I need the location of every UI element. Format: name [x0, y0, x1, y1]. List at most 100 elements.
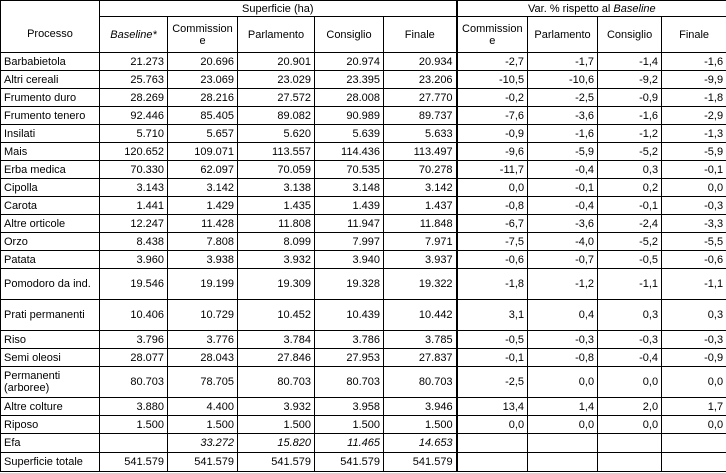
column-header-row: Processo Baseline* Commissione Parlament…: [0, 16, 726, 53]
cell-commissione: 19.199: [167, 268, 238, 300]
table-row: Erba medica 70.330 62.097 70.059 70.535 70.27…: [0, 160, 726, 179]
cell-commissione: 10.729: [167, 299, 238, 331]
cell-var-parlamento: -0,4: [527, 160, 599, 179]
cell-var-consiglio: 0,3: [597, 160, 663, 179]
cell-commissione: 5.657: [167, 124, 238, 143]
table-row: Frumento tenero 92.446 85.405 89.082 90.989 8…: [0, 106, 726, 125]
cell-processo: Erba medica: [0, 160, 100, 179]
col-header-parlamento-var: Parlamento: [527, 16, 599, 53]
group-header-baseline-italic: Baseline: [613, 2, 656, 15]
cell-commissione: 4.400: [167, 397, 238, 416]
cell-var-consiglio: -0,9: [597, 88, 663, 107]
cell-var-commissione: -7,6: [455, 106, 529, 125]
total-parlamento: 541.579: [237, 452, 315, 472]
cell-consiglio: 19.328: [314, 268, 384, 300]
cell-commissione: 85.405: [167, 106, 238, 125]
cell-commissione: 11.428: [167, 214, 238, 233]
cell-var-commissione: -0,1: [455, 348, 529, 367]
cell-finale: 19.322: [382, 268, 458, 300]
cell-var-parlamento: 1,4: [527, 397, 599, 416]
cell-var-finale: -0,6: [661, 250, 726, 269]
cell-parlamento: 27.572: [237, 88, 315, 107]
cell-baseline: 8.438: [99, 232, 168, 251]
cell-var-finale: -3,3: [661, 214, 726, 233]
cell-var-consiglio: -5,2: [597, 232, 663, 251]
col-header-commissione-var: Commissione: [455, 16, 529, 53]
cell-finale: 27.837: [382, 348, 458, 367]
table-row: Patata 3.960 3.938 3.932 3.940 3.937 -0,6 -0,7-…: [0, 250, 726, 269]
table-row: Cipolla 3.143 3.142 3.138 3.148 3.142 0,0 -0,1 0…: [0, 178, 726, 197]
cell-processo: Insilati: [0, 124, 100, 143]
cell-baseline: 1.500: [99, 415, 168, 434]
cell-consiglio: 1.500: [314, 415, 384, 434]
cell-var-finale: 0,0: [661, 415, 726, 434]
cell-parlamento: 1.435: [237, 196, 315, 215]
cell-var-commissione: -0,6: [455, 250, 529, 269]
cell-consiglio: 114.436: [314, 142, 384, 161]
cell-finale: 20.934: [382, 52, 458, 71]
cell-baseline: 1.441: [99, 196, 168, 215]
cell-consiglio: 3.958: [314, 397, 384, 416]
cell-var-finale: -1,6: [661, 52, 726, 71]
cell-var-parlamento: -0,4: [527, 196, 599, 215]
cell-finale: 3.785: [382, 330, 458, 349]
cell-parlamento: 27.846: [237, 348, 315, 367]
cell-commissione: 3.142: [167, 178, 238, 197]
cell-baseline: 92.446: [99, 106, 168, 125]
cell-var-finale: -0,1: [661, 160, 726, 179]
cell-var-consiglio: 0,2: [597, 178, 663, 197]
cell-parlamento: 70.059: [237, 160, 315, 179]
cell-parlamento: 19.309: [237, 268, 315, 300]
cell-baseline: 3.796: [99, 330, 168, 349]
cell-var-commissione: 0,0: [455, 178, 529, 197]
cell-processo: Patata: [0, 250, 100, 269]
cell-var-parlamento: -10,6: [527, 70, 599, 89]
total-var-empty: [597, 452, 663, 472]
cell-var-commissione: -1,8: [455, 268, 529, 300]
total-var-empty: [527, 452, 599, 472]
total-var-empty: [455, 452, 529, 472]
table-row: Insilati 5.710 5.657 5.620 5.639 5.633 -0,9 -1,…: [0, 124, 726, 143]
cell-processo: Permanenti (arboree): [0, 366, 100, 398]
col-header-finale-var: Finale: [661, 16, 726, 53]
cell-finale: 5.633: [382, 124, 458, 143]
cell-commissione: 109.071: [167, 142, 238, 161]
group-header-superficie: Superficie (ha): [98, 0, 458, 17]
col-header-baseline: Baseline*: [99, 16, 168, 53]
cell-var-commissione: -10,5: [455, 70, 529, 89]
cell-baseline: 19.546: [99, 268, 168, 300]
total-row: Superficie totale 541.579 541.579 541.57…: [0, 452, 726, 472]
cell-commissione: 7.808: [167, 232, 238, 251]
cell-processo: Riposo: [0, 415, 100, 434]
cell-var-parlamento: 0,0: [527, 415, 599, 434]
total-label: Superficie totale: [0, 452, 100, 472]
group-header-row: Superficie (ha) Var. % rispetto al Basel…: [0, 0, 726, 17]
table-row: Altri cereali 25.763 23.069 23.029 23.395 23.…: [0, 70, 726, 89]
cell-processo: Riso: [0, 330, 100, 349]
table-row: Pomodoro da ind. 19.546 19.199 19.309 19.328…: [0, 268, 726, 300]
cell-commissione: 28.216: [167, 88, 238, 107]
cell-parlamento: 1.500: [237, 415, 315, 434]
group-header-variazione: Var. % rispetto al Baseline: [455, 0, 726, 17]
col-header-commissione: Commissione: [167, 16, 238, 53]
cell-commissione: 3.776: [167, 330, 238, 349]
cell-var-commissione: -0,2: [455, 88, 529, 107]
cell-finale: 27.770: [382, 88, 458, 107]
cell-var-consiglio: 0,0: [597, 415, 663, 434]
cell-finale: 3.142: [382, 178, 458, 197]
cell-processo: Frumento duro: [0, 88, 100, 107]
cell-var-consiglio: -1,1: [597, 268, 663, 300]
cell-var-finale: -2,9: [661, 106, 726, 125]
cell-processo: Mais: [0, 142, 100, 161]
table-row: Barbabietola 21.273 20.696 20.901 20.974 20.9…: [0, 52, 726, 71]
cell-var-consiglio: -9,2: [597, 70, 663, 89]
cell-var-consiglio: 0,0: [597, 366, 663, 398]
table-row: Altre orticole 12.247 11.428 11.808 11.947 11…: [0, 214, 726, 233]
cell-processo: Altri cereali: [0, 70, 100, 89]
table-body: Barbabietola 21.273 20.696 20.901 20.974 20.9…: [0, 52, 726, 434]
cell-var-consiglio: 0,3: [597, 299, 663, 331]
cell-finale: 89.737: [382, 106, 458, 125]
efa-var-empty: [527, 433, 599, 453]
cell-var-commissione: 0,0: [455, 415, 529, 434]
cell-parlamento: 3.784: [237, 330, 315, 349]
